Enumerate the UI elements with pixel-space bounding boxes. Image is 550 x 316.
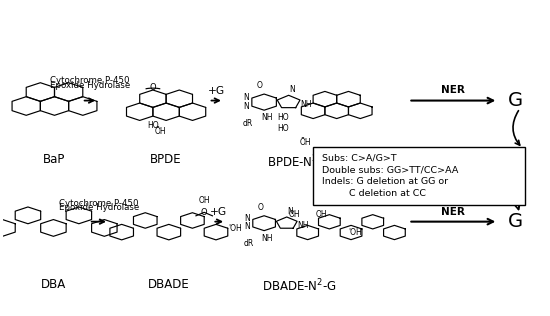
Text: 'OH: 'OH xyxy=(228,224,241,233)
Text: G: G xyxy=(508,91,523,110)
Text: Epoxide Hydrolase: Epoxide Hydrolase xyxy=(59,203,139,212)
Text: DBADE: DBADE xyxy=(148,277,190,290)
Text: HO: HO xyxy=(147,121,159,130)
Text: OH: OH xyxy=(316,210,327,219)
Text: +G: +G xyxy=(208,86,225,96)
Text: Epoxide Hydrolase: Epoxide Hydrolase xyxy=(50,81,130,90)
FancyBboxPatch shape xyxy=(313,147,525,204)
Text: NH: NH xyxy=(261,234,272,243)
Text: N: N xyxy=(244,102,249,111)
Text: N: N xyxy=(245,214,250,223)
Text: DBA: DBA xyxy=(41,277,66,290)
Text: Cytochrome P-450: Cytochrome P-450 xyxy=(50,76,130,85)
Text: NH: NH xyxy=(301,100,312,109)
Text: NH: NH xyxy=(261,113,273,122)
Text: HO: HO xyxy=(277,124,289,133)
Text: O: O xyxy=(201,209,207,217)
Text: NER: NER xyxy=(441,207,465,217)
Text: OH: OH xyxy=(288,210,300,219)
Text: ŌH: ŌH xyxy=(155,127,167,137)
Text: O: O xyxy=(257,81,263,90)
Text: Cytochrome P-450: Cytochrome P-450 xyxy=(59,199,139,208)
Text: dR: dR xyxy=(243,119,253,128)
Text: NH: NH xyxy=(298,221,309,229)
Text: BaP: BaP xyxy=(43,153,65,166)
Text: 'OH: 'OH xyxy=(349,228,362,237)
Text: DBADE-N$^2$-G: DBADE-N$^2$-G xyxy=(262,277,337,294)
Text: +G: +G xyxy=(210,207,228,217)
Text: N: N xyxy=(245,222,250,231)
Text: ŌH: ŌH xyxy=(299,138,311,147)
Text: OH: OH xyxy=(199,196,210,205)
Text: Indels: G deletion at GG or: Indels: G deletion at GG or xyxy=(322,177,448,186)
Text: NER: NER xyxy=(441,85,465,95)
Text: O: O xyxy=(150,83,156,92)
Text: C deletion at CC: C deletion at CC xyxy=(322,189,426,198)
Text: dR: dR xyxy=(244,239,254,248)
Text: N: N xyxy=(289,85,295,94)
Text: N: N xyxy=(244,93,249,102)
Text: HO: HO xyxy=(277,113,289,122)
Text: BPDE-N$^2$-G: BPDE-N$^2$-G xyxy=(267,153,332,170)
Text: N: N xyxy=(287,207,293,216)
Text: O: O xyxy=(257,203,263,212)
Text: BPDE: BPDE xyxy=(150,153,182,166)
Text: Subs: C>A/G>T: Subs: C>A/G>T xyxy=(322,153,397,162)
Text: Double subs: GG>TT/CC>AA: Double subs: GG>TT/CC>AA xyxy=(322,165,459,174)
Text: G: G xyxy=(508,212,523,231)
